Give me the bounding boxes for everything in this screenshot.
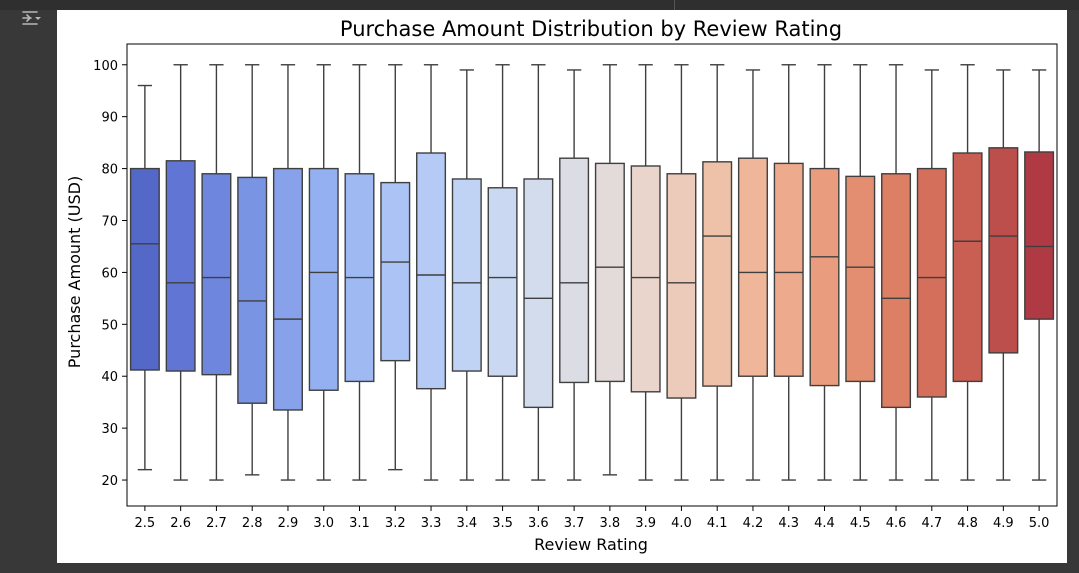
box-4.0 (666, 64, 697, 481)
y-tick-label: 30 (101, 422, 118, 437)
x-tick-label: 4.3 (778, 516, 799, 531)
iqr-box (1024, 151, 1055, 320)
x-tick-label: 3.2 (385, 516, 406, 531)
box-4.7 (916, 69, 947, 481)
iqr-box (881, 173, 912, 409)
x-tick-label: 3.9 (635, 516, 656, 531)
box-2.8 (237, 64, 268, 476)
box-4.4 (809, 64, 840, 481)
iqr-box (523, 178, 554, 409)
x-tick-label: 3.6 (528, 516, 549, 531)
iqr-box (380, 181, 411, 362)
x-tick-label: 4.1 (707, 516, 728, 531)
x-tick-label: 5.0 (1029, 516, 1050, 531)
x-tick-label: 4.6 (886, 516, 907, 531)
box-3.3 (416, 64, 447, 481)
y-tick-label: 90 (101, 111, 118, 126)
iqr-box (165, 160, 196, 372)
box-4.1 (702, 64, 733, 481)
x-tick-label: 4.7 (921, 516, 942, 531)
x-tick-label: 4.2 (743, 516, 764, 531)
x-axis-label: Review Rating (534, 535, 648, 554)
output-settings-icon[interactable] (20, 8, 44, 30)
x-tick-label: 3.5 (492, 516, 513, 531)
iqr-box (916, 167, 947, 398)
x-tick-label: 2.5 (135, 516, 156, 531)
iqr-box (416, 152, 447, 390)
y-tick-label: 100 (93, 59, 118, 74)
x-tick-label: 4.4 (814, 516, 835, 531)
x-tick-label: 4.9 (993, 516, 1014, 531)
x-tick-label: 4.5 (850, 516, 871, 531)
y-tick-label: 20 (101, 474, 118, 489)
iqr-box (487, 187, 518, 377)
iqr-box (559, 157, 590, 384)
box-4.3 (773, 64, 804, 481)
x-tick-label: 3.7 (564, 516, 585, 531)
box-3.4 (451, 69, 482, 481)
x-tick-label: 2.6 (170, 516, 191, 531)
boxes-layer (129, 64, 1055, 481)
x-tick-label: 4.0 (671, 516, 692, 531)
y-tick-label: 80 (101, 163, 118, 178)
y-axis-label: Purchase Amount (USD) (65, 176, 84, 368)
iqr-box (988, 147, 1019, 354)
box-4.8 (952, 64, 983, 481)
box-3.5 (487, 64, 518, 481)
iqr-box (845, 175, 876, 383)
x-tick-label: 3.1 (349, 516, 370, 531)
iqr-box (308, 167, 339, 391)
plot-area-frame (126, 43, 1058, 507)
box-5.0 (1024, 69, 1055, 481)
iqr-box (237, 176, 268, 404)
box-2.9 (272, 64, 303, 481)
iqr-box (201, 173, 232, 376)
x-tick-label: 3.0 (313, 516, 334, 531)
box-2.7 (201, 64, 232, 481)
y-tick-label: 50 (101, 318, 118, 333)
box-4.2 (737, 69, 768, 481)
box-4.9 (988, 69, 1019, 481)
notebook-top-bar (0, 0, 1079, 10)
iqr-box (129, 167, 160, 371)
x-tick-label: 2.8 (242, 516, 263, 531)
x-tick-label: 3.3 (421, 516, 442, 531)
box-2.6 (165, 64, 196, 481)
box-4.6 (881, 64, 912, 481)
output-settings-glyph (22, 11, 41, 25)
box-3.9 (630, 64, 661, 481)
box-3.7 (559, 69, 590, 481)
iqr-box (451, 178, 482, 372)
iqr-box (594, 162, 625, 383)
chart-title: Purchase Amount Distribution by Review R… (340, 17, 842, 41)
iqr-box (809, 167, 840, 387)
boxplot-chart: Purchase Amount Distribution by Review R… (65, 17, 1058, 554)
iqr-box (630, 165, 661, 393)
iqr-box (272, 167, 303, 411)
box-2.5 (129, 84, 160, 471)
box-3.1 (344, 64, 375, 481)
x-tick-label: 2.9 (278, 516, 299, 531)
x-tick-label: 2.7 (206, 516, 227, 531)
iqr-box (737, 157, 768, 377)
box-4.5 (845, 64, 876, 481)
top-bar-divider (674, 0, 675, 10)
box-3.8 (594, 64, 625, 476)
x-axis: 2.5 2.6 2.7 2.8 2.9 3.0 3.1 3.2 3.3 3.4 3.5 3.6 3.7 3… (135, 506, 1050, 531)
box-3.2 (380, 64, 411, 471)
x-tick-label: 3.4 (456, 516, 477, 531)
x-tick-label: 4.8 (957, 516, 978, 531)
y-tick-label: 40 (101, 370, 118, 385)
iqr-box (952, 152, 983, 383)
iqr-box (773, 162, 804, 377)
y-axis: 20 30 40 50 60 70 80 90 100 (93, 59, 127, 489)
iqr-box (702, 161, 733, 387)
figure-output: Purchase Amount Distribution by Review R… (57, 10, 1067, 563)
y-tick-label: 70 (101, 214, 118, 229)
y-tick-label: 60 (101, 266, 118, 281)
box-3.0 (308, 64, 339, 481)
box-3.6 (523, 64, 554, 481)
x-tick-label: 3.8 (600, 516, 621, 531)
iqr-box (666, 173, 697, 399)
